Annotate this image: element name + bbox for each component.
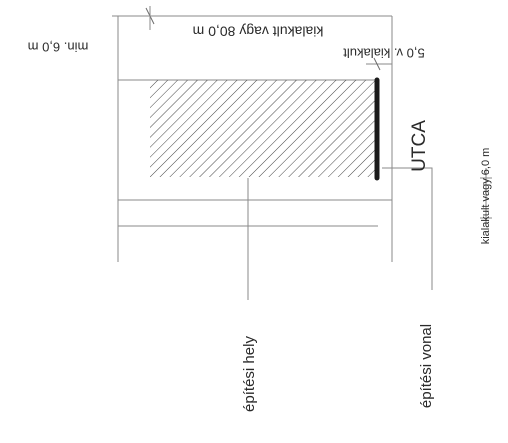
leader-building-line xyxy=(382,167,433,290)
street-label: UTCA xyxy=(409,120,430,172)
dimension-label-right: kialakult vagy 6,0 m xyxy=(480,148,492,245)
dimension-tick-mid xyxy=(373,57,381,71)
dimension-label-mid: 5,0 v. kialakult xyxy=(343,46,425,61)
building-place-label: építési hely xyxy=(241,336,258,412)
dimension-label-top-right: kialakult vagy 80,0 m xyxy=(193,23,324,39)
building-line-label: építési vonal xyxy=(418,324,435,408)
building-place-area xyxy=(150,80,377,177)
dimension-label-left: min. 6,0 m xyxy=(28,40,89,55)
